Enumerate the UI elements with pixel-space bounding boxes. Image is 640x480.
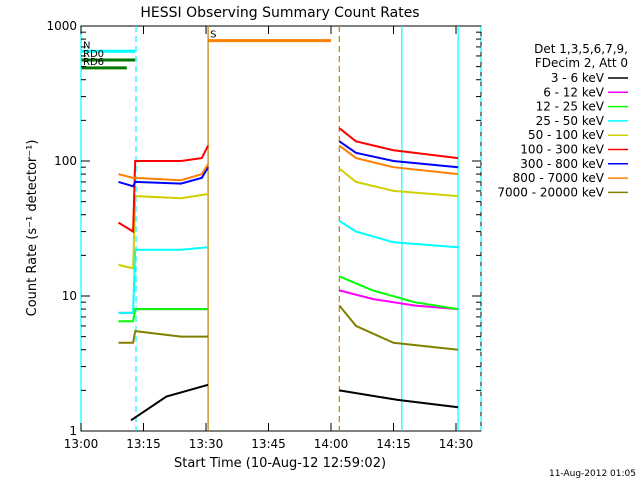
y-tick-label: 100 bbox=[54, 154, 77, 168]
series-line bbox=[118, 329, 209, 344]
series-line bbox=[118, 308, 209, 323]
series-layer bbox=[117, 127, 459, 422]
legend-entry-label: 100 - 300 keV bbox=[520, 143, 604, 157]
x-tick-label: 13:45 bbox=[251, 437, 286, 451]
y-axis-label: Count Rate (s⁻¹ detector⁻¹) bbox=[25, 140, 40, 317]
series-line bbox=[118, 166, 209, 188]
vline-layer bbox=[80, 26, 482, 431]
x-tick-label: 14:15 bbox=[376, 437, 411, 451]
x-tick-label: 13:15 bbox=[126, 437, 161, 451]
legend-header-2: FDecim 2, Att 0 bbox=[535, 56, 628, 70]
plot-frame bbox=[80, 25, 482, 432]
series-line bbox=[118, 163, 209, 182]
ytick-layer: 1 10 100 1000 bbox=[46, 19, 481, 438]
series-line bbox=[338, 167, 459, 198]
series-line bbox=[118, 246, 209, 314]
series-line bbox=[338, 220, 459, 249]
x-tick-label: 14:00 bbox=[314, 437, 349, 451]
x-tick-label: 14:30 bbox=[439, 437, 474, 451]
series-line bbox=[338, 127, 459, 160]
series-line bbox=[338, 304, 459, 351]
series-line bbox=[339, 389, 459, 409]
flag-label: N bbox=[83, 40, 90, 51]
series-line bbox=[338, 140, 459, 169]
tick-layer: 13:00 13:15 13:30 13:45 14:00 14:15 14:30 bbox=[64, 26, 474, 451]
flag-label: RD6 bbox=[83, 57, 104, 68]
series-line bbox=[130, 383, 209, 422]
series-line bbox=[118, 193, 209, 270]
flag-label: S bbox=[210, 30, 216, 41]
legend-entry-label: 25 - 50 keV bbox=[536, 114, 605, 128]
y-tick-label: 1000 bbox=[46, 19, 77, 33]
legend: Det 1,3,5,6,7,9, FDecim 2, Att 0 3 - 6 k… bbox=[497, 42, 628, 199]
x-tick-label: 13:00 bbox=[64, 437, 99, 451]
legend-entry-label: 800 - 7000 keV bbox=[513, 171, 605, 185]
x-axis-label: Start Time (10-Aug-12 12:59:02) bbox=[174, 456, 386, 471]
y-tick-label: 10 bbox=[62, 289, 77, 303]
timestamp: 11-Aug-2012 01:05 bbox=[549, 469, 636, 479]
legend-entry-label: 7000 - 20000 keV bbox=[497, 185, 604, 199]
series-line bbox=[338, 144, 459, 176]
legend-header-1: Det 1,3,5,6,7,9, bbox=[534, 42, 628, 56]
series-line bbox=[338, 275, 459, 311]
legend-entry-label: 300 - 800 keV bbox=[520, 157, 604, 171]
y-tick-label: 1 bbox=[69, 424, 77, 438]
chart-title: HESSI Observing Summary Count Rates bbox=[140, 5, 419, 21]
series-line bbox=[339, 289, 459, 311]
flag-label: RD0 bbox=[83, 49, 104, 60]
series-line bbox=[117, 145, 209, 234]
legend-entry-label: 50 - 100 keV bbox=[528, 128, 605, 142]
legend-entry-label: 12 - 25 keV bbox=[536, 100, 605, 114]
legend-entry-label: 3 - 6 keV bbox=[551, 71, 605, 85]
legend-entry-label: 6 - 12 keV bbox=[543, 85, 605, 99]
x-tick-label: 13:30 bbox=[189, 437, 224, 451]
